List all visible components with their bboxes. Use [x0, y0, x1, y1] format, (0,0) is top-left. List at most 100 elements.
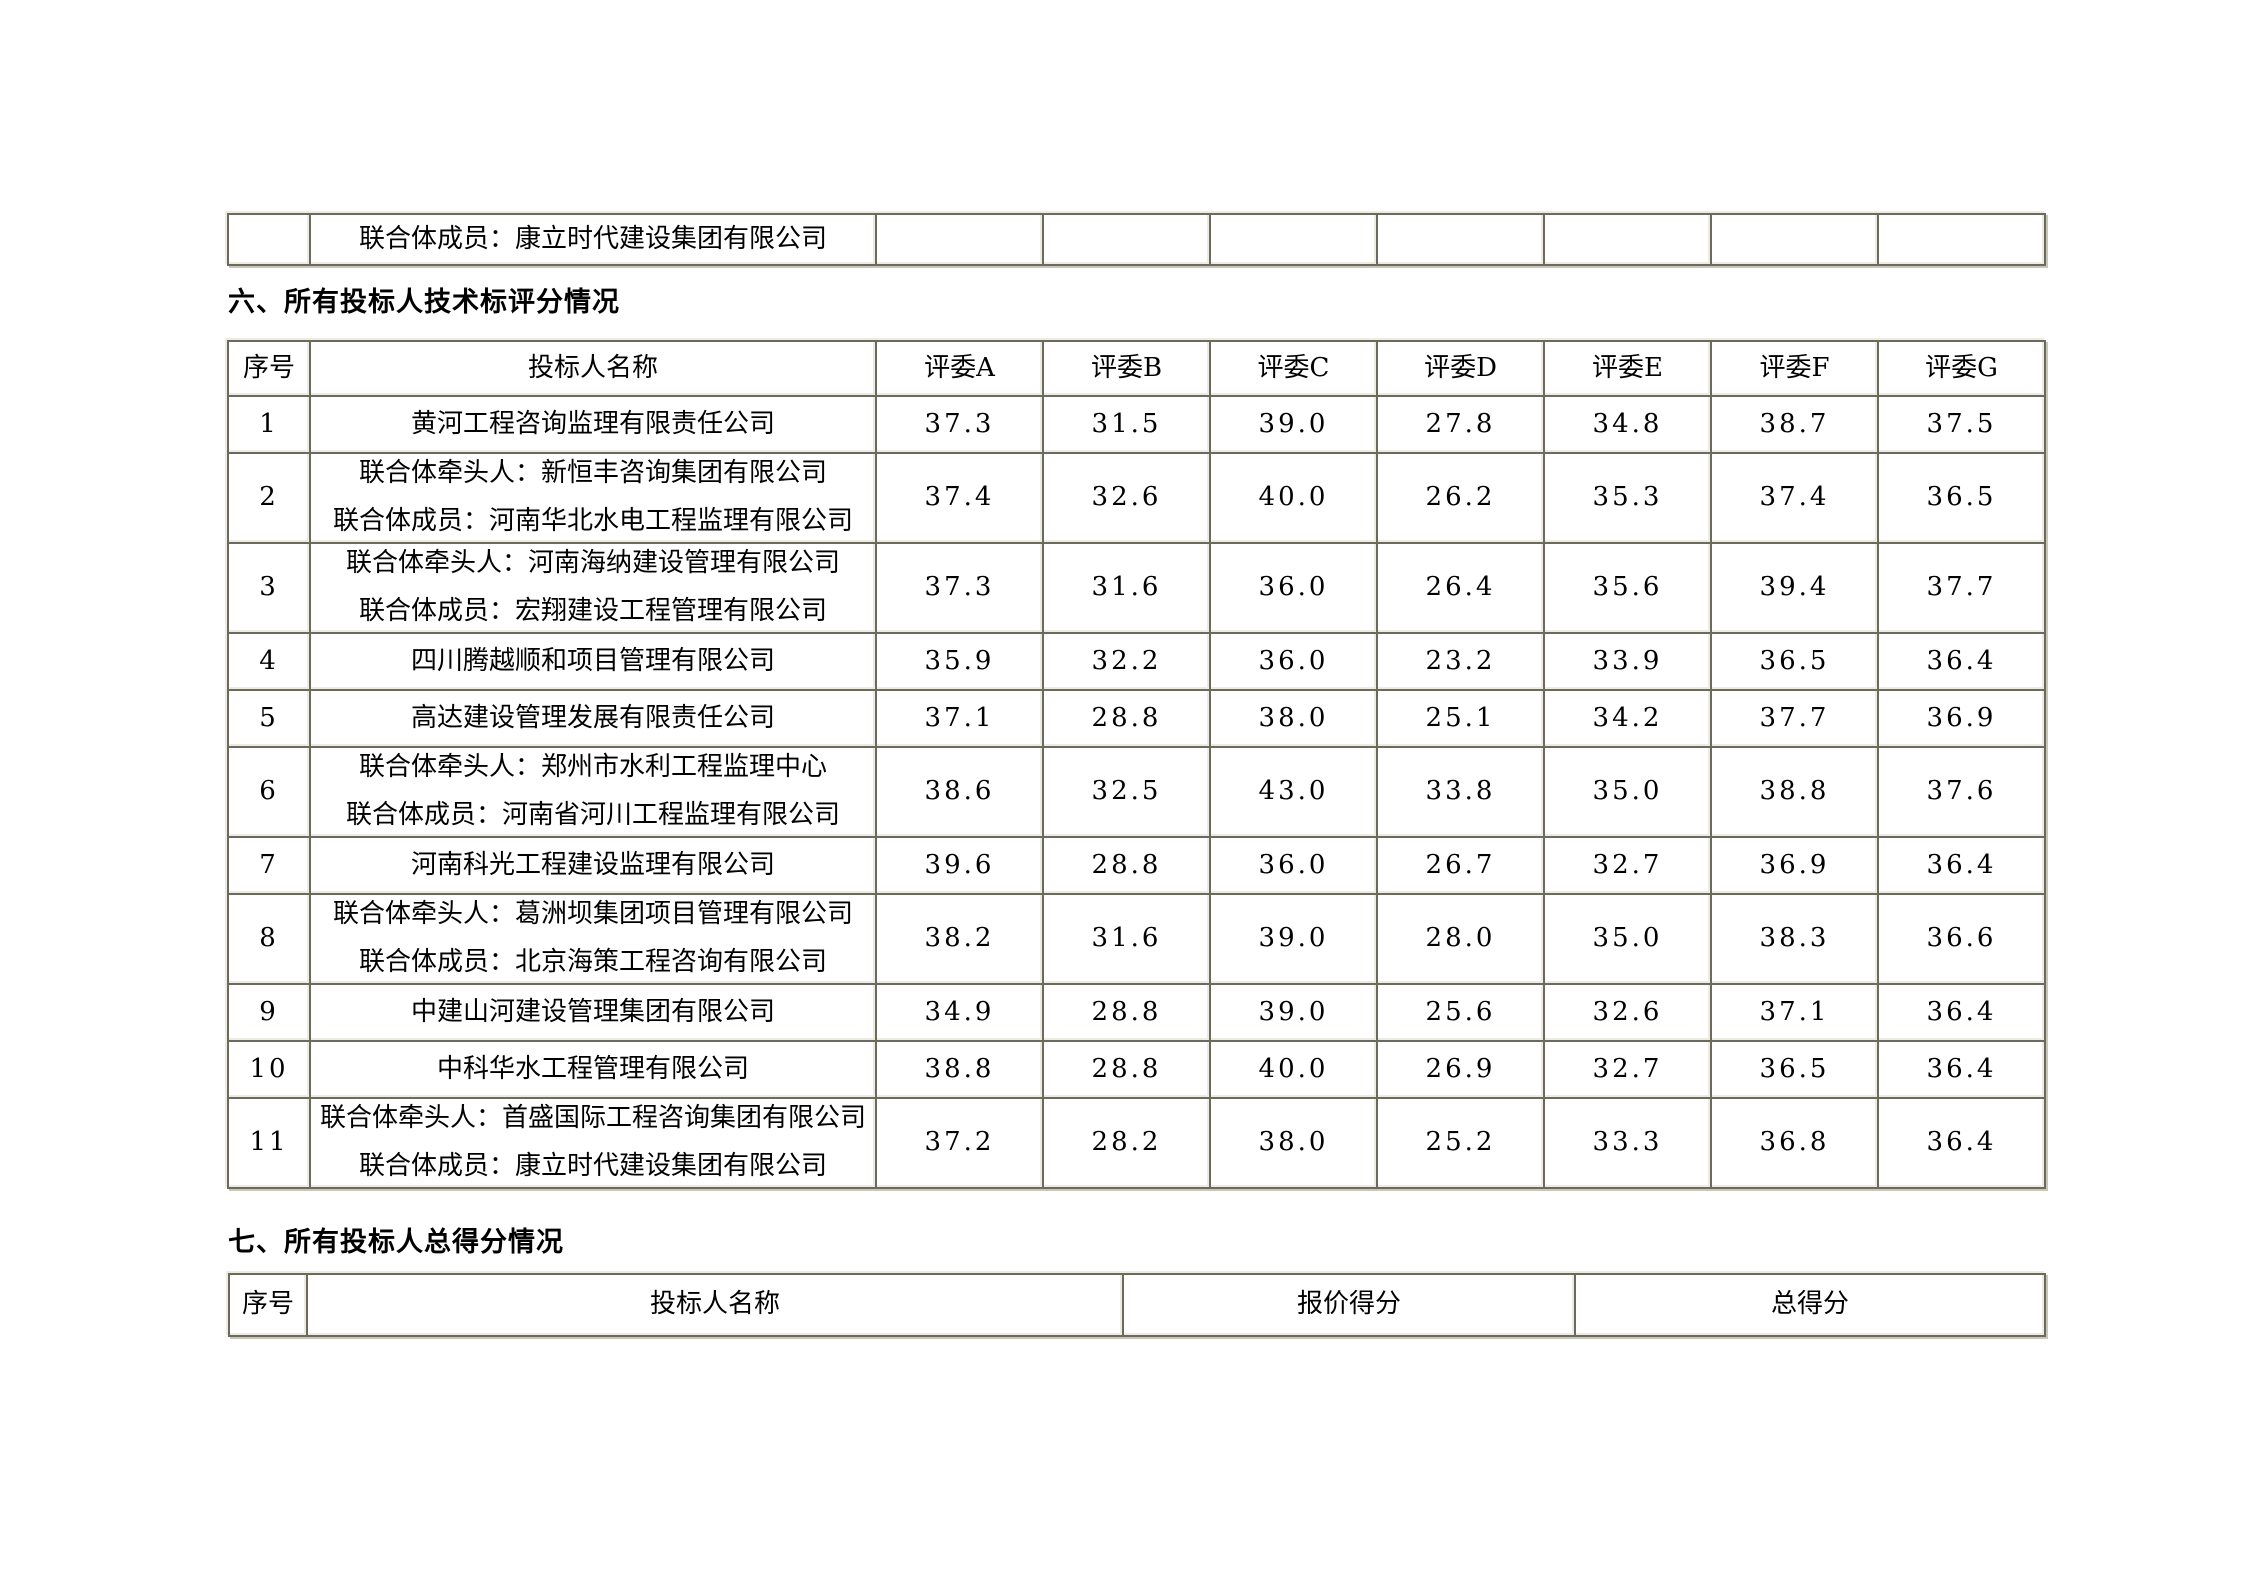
score-cell: 38.0 [1211, 691, 1378, 748]
name-line: 联合体牵头人：新恒丰咨询集团有限公司 [358, 458, 827, 489]
score-cell: 33.3 [1545, 1099, 1712, 1189]
name-line: 中建山河建设管理集团有限公司 [410, 996, 775, 1027]
score-cell: 36.5 [1712, 1042, 1879, 1099]
bidder-name-header-cell: 投标人名称 [308, 1275, 1124, 1337]
judge-header-cell: 评委C [1211, 342, 1378, 397]
judge-header-cell: 评委A [877, 342, 1044, 397]
score-cell: 36.5 [1879, 454, 2046, 544]
empty-cell [1378, 215, 1545, 266]
score-cell: 28.8 [1044, 691, 1211, 748]
bidder-name-lines: 联合体牵头人：郑州市水利工程监理中心 联合体成员：河南省河川工程监理有限公司 [311, 751, 875, 833]
score-cell: 37.4 [877, 454, 1044, 544]
score-cell: 38.8 [1712, 748, 1879, 838]
score-cell: 39.0 [1211, 397, 1378, 454]
judge-header-cell: 评委F [1712, 342, 1879, 397]
score-cell: 31.6 [1044, 544, 1211, 634]
name-line: 中科华水工程管理有限公司 [436, 1053, 749, 1084]
bidder-name-cell: 河南科光工程建设监理有限公司 [311, 838, 877, 895]
name-line: 四川腾越顺和项目管理有限公司 [410, 645, 775, 676]
score-cell: 38.8 [877, 1042, 1044, 1099]
serial-header-cell: 序号 [230, 1275, 308, 1337]
judge-header-cell: 评委G [1879, 342, 2046, 397]
bidder-name-cell: 黄河工程咨询监理有限责任公司 [311, 397, 877, 454]
score-cell: 25.2 [1378, 1099, 1545, 1189]
serial-cell: 6 [229, 748, 311, 838]
bidder-name-lines: 联合体牵头人：葛洲坝集团项目管理有限公司 联合体成员：北京海策工程咨询有限公司 [311, 898, 875, 980]
bidder-name-lines: 联合体牵头人：新恒丰咨询集团有限公司 联合体成员：河南华北水电工程监理有限公司 [311, 457, 875, 539]
score-cell: 39.0 [1211, 895, 1378, 985]
score-cell: 37.3 [877, 397, 1044, 454]
table-row: 10 中科华水工程管理有限公司 38.8 28.8 40.0 26.9 32.7 36.5 36… [229, 1042, 2046, 1099]
bidder-name-cell: 中建山河建设管理集团有限公司 [311, 985, 877, 1042]
score-cell: 28.2 [1044, 1099, 1211, 1189]
serial-cell: 8 [229, 895, 311, 985]
score-cell: 32.6 [1044, 454, 1211, 544]
score-cell: 37.7 [1879, 544, 2046, 634]
serial-cell: 2 [229, 454, 311, 544]
score-cell: 32.2 [1044, 634, 1211, 691]
name-line: 联合体成员：宏翔建设工程管理有限公司 [358, 596, 827, 626]
bidder-name-header-cell: 投标人名称 [311, 342, 877, 397]
score-cell: 38.2 [877, 895, 1044, 985]
score-cell: 34.8 [1545, 397, 1712, 454]
score-cell: 26.4 [1378, 544, 1545, 634]
name-line: 联合体牵头人：郑州市水利工程监理中心 [358, 752, 827, 783]
score-cell: 39.4 [1712, 544, 1879, 634]
score-cell: 36.4 [1879, 634, 2046, 691]
score-cell: 37.4 [1712, 454, 1879, 544]
empty-cell [1044, 215, 1211, 266]
score-cell: 36.4 [1879, 838, 2046, 895]
score-cell: 38.3 [1712, 895, 1879, 985]
score-cell: 36.9 [1879, 691, 2046, 748]
score-cell: 31.5 [1044, 397, 1211, 454]
judge-header-cell: 评委B [1044, 342, 1211, 397]
bidder-name-lines: 联合体牵头人：河南海纳建设管理有限公司 联合体成员：宏翔建设工程管理有限公司 [311, 547, 875, 629]
table-row: 6 联合体牵头人：郑州市水利工程监理中心 联合体成员：河南省河川工程监理有限公司 38… [229, 748, 2046, 838]
score-cell: 33.8 [1378, 748, 1545, 838]
bidder-name-cell: 联合体牵头人：首盛国际工程咨询集团有限公司 联合体成员：康立时代建设集团有限公司 [311, 1099, 877, 1189]
bidder-name-cell: 联合体牵头人：葛洲坝集团项目管理有限公司 联合体成员：北京海策工程咨询有限公司 [311, 895, 877, 985]
table-row: 9 中建山河建设管理集团有限公司 34.9 28.8 39.0 25.6 32.6 37.1 3… [229, 985, 2046, 1042]
empty-cell [1545, 215, 1712, 266]
score-cell: 28.8 [1044, 838, 1211, 895]
serial-header-cell: 序号 [229, 342, 311, 397]
score-cell: 35.0 [1545, 748, 1712, 838]
score-cell: 39.6 [877, 838, 1044, 895]
previous-section-table-fragment: 联合体成员：康立时代建设集团有限公司 [227, 213, 2046, 266]
bidder-name-lines: 四川腾越顺和项目管理有限公司 [311, 645, 875, 679]
score-cell: 39.0 [1211, 985, 1378, 1042]
score-cell: 38.7 [1712, 397, 1879, 454]
serial-cell: 10 [229, 1042, 311, 1099]
score-cell: 32.7 [1545, 1042, 1712, 1099]
score-cell: 36.4 [1879, 985, 2046, 1042]
name-line: 河南科光工程建设监理有限公司 [410, 849, 775, 880]
bidder-name-cell: 联合体牵头人：河南海纳建设管理有限公司 联合体成员：宏翔建设工程管理有限公司 [311, 544, 877, 634]
empty-cell [1211, 215, 1378, 266]
table-row: 5 高达建设管理发展有限责任公司 37.1 28.8 38.0 25.1 34.2 37.7 3… [229, 691, 2046, 748]
score-cell: 37.6 [1879, 748, 2046, 838]
score-cell: 37.5 [1879, 397, 2046, 454]
score-cell: 36.0 [1211, 838, 1378, 895]
name-line: 黄河工程咨询监理有限责任公司 [410, 408, 775, 439]
section-six-heading: 六、所有投标人技术标评分情况 [228, 287, 620, 318]
score-cell: 38.0 [1211, 1099, 1378, 1189]
score-cell: 23.2 [1378, 634, 1545, 691]
score-cell: 40.0 [1211, 454, 1378, 544]
name-line: 联合体成员：康立时代建设集团有限公司 [358, 1151, 827, 1181]
table-row: 7 河南科光工程建设监理有限公司 39.6 28.8 36.0 26.7 32.7 36.9 3… [229, 838, 2046, 895]
score-cell: 25.1 [1378, 691, 1545, 748]
serial-cell: 9 [229, 985, 311, 1042]
score-cell: 32.6 [1545, 985, 1712, 1042]
score-cell: 38.6 [877, 748, 1044, 838]
score-cell: 35.9 [877, 634, 1044, 691]
score-cell: 33.9 [1545, 634, 1712, 691]
bidder-name-cell: 高达建设管理发展有限责任公司 [311, 691, 877, 748]
score-cell: 36.6 [1879, 895, 2046, 985]
score-cell: 31.6 [1044, 895, 1211, 985]
table-row: 联合体成员：康立时代建设集团有限公司 [229, 215, 2046, 266]
score-cell: 37.1 [877, 691, 1044, 748]
name-line: 高达建设管理发展有限责任公司 [410, 702, 775, 733]
score-cell: 35.6 [1545, 544, 1712, 634]
empty-cell [1879, 215, 2046, 266]
member-cell: 联合体成员：康立时代建设集团有限公司 [311, 215, 877, 266]
